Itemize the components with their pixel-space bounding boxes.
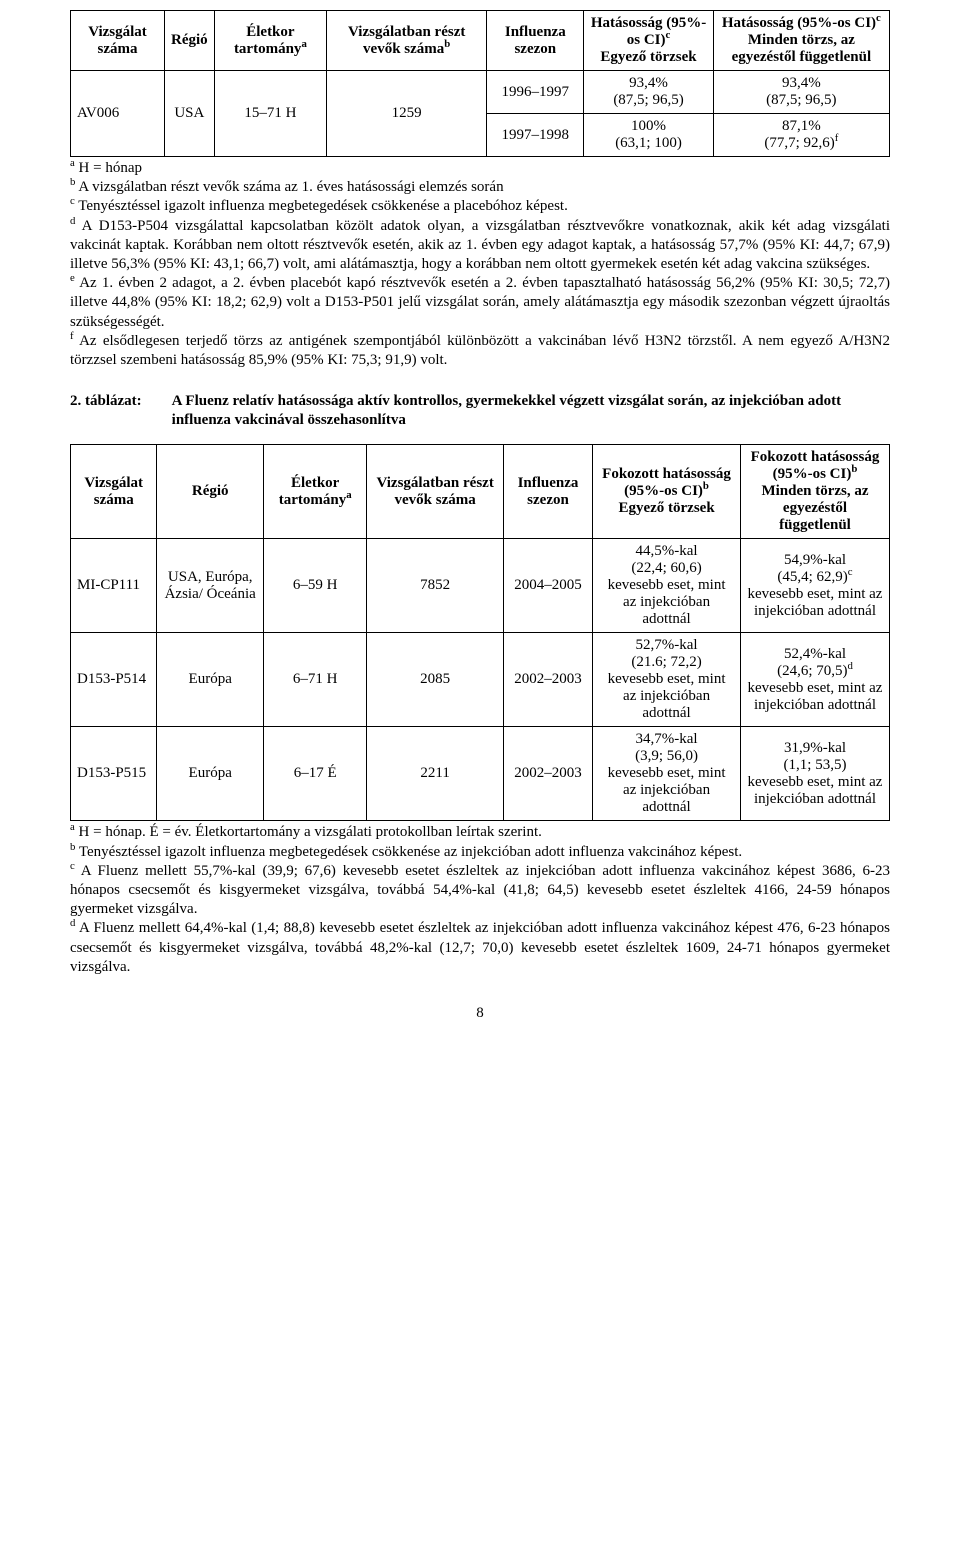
- t1-s1-match: 93,4% (87,5; 96,5): [584, 71, 713, 114]
- t2-region: USA, Európa, Ázsia/ Óceánia: [157, 539, 263, 633]
- t2-h-match: Fokozott hatásosság(95%-os CI)bEgyező tö…: [593, 445, 741, 539]
- t1-h-age: Életkor tartománya: [214, 11, 326, 71]
- t2-age: 6–59 H: [263, 539, 367, 633]
- t1-h-n: Vizsgálatban részt vevők számab: [327, 11, 487, 71]
- t2-h-all: Fokozott hatásosság(95%-os CI)bMinden tö…: [740, 445, 889, 539]
- table-2-row: D153-P515 Európa 6–17 É 2211 2002–2003 3…: [71, 727, 890, 821]
- t1-s2-match: 100% (63,1; 100): [584, 114, 713, 157]
- t2-region: Európa: [157, 633, 263, 727]
- t2-match: 44,5%-kal (22,4; 60,6) kevesebb eset, mi…: [593, 539, 741, 633]
- t1-id: AV006: [71, 71, 165, 157]
- t1-h-eff-match: Hatásosság (95%-os CI)cEgyező törzsek: [584, 11, 713, 71]
- table-2-footnotes: a H = hónap. É = év. Életkortartomány a …: [70, 823, 890, 977]
- t2-id: D153-P514: [71, 633, 157, 727]
- t2-region: Európa: [157, 727, 263, 821]
- page-container: Vizsgálat száma Régió Életkor tartománya…: [0, 0, 960, 1052]
- table-1: Vizsgálat száma Régió Életkor tartománya…: [70, 10, 890, 157]
- t1-region: USA: [165, 71, 215, 157]
- t1-h-eff-all: Hatásosság (95%-os CI)cMinden törzs, az …: [713, 11, 889, 71]
- t2-h-study: Vizsgálat száma: [71, 445, 157, 539]
- table-1-header-row: Vizsgálat száma Régió Életkor tartománya…: [71, 11, 890, 71]
- t2-id: MI-CP111: [71, 539, 157, 633]
- t1-s2: 1997–1998: [487, 114, 584, 157]
- t2-h-season: Influenza szezon: [503, 445, 592, 539]
- t2-season: 2002–2003: [503, 727, 592, 821]
- t2-h-n: Vizsgálatban részt vevők száma: [367, 445, 503, 539]
- t2-age: 6–71 H: [263, 633, 367, 727]
- t2-h-region: Régió: [157, 445, 263, 539]
- table-2-row: D153-P514 Európa 6–71 H 2085 2002–2003 5…: [71, 633, 890, 727]
- t2-h-age: Életkor tartománya: [263, 445, 367, 539]
- t2-n: 7852: [367, 539, 503, 633]
- t2-match: 34,7%-kal (3,9; 56,0) kevesebb eset, min…: [593, 727, 741, 821]
- t2-age: 6–17 É: [263, 727, 367, 821]
- table-1-row-a: AV006 USA 15–71 H 1259 1996–1997 93,4% (…: [71, 71, 890, 114]
- table-1-footnotes: a H = hónap b A vizsgálatban részt vevők…: [70, 159, 890, 370]
- table-2-title-text: A Fluenz relatív hatásossága aktív kontr…: [172, 392, 890, 430]
- t1-h-season: Influenza szezon: [487, 11, 584, 71]
- table-2-row: MI-CP111 USA, Európa, Ázsia/ Óceánia 6–5…: [71, 539, 890, 633]
- table-2-header-row: Vizsgálat száma Régió Életkor tartománya…: [71, 445, 890, 539]
- t1-s1: 1996–1997: [487, 71, 584, 114]
- table-2-title-num: 2. táblázat:: [70, 392, 142, 430]
- t1-h-region: Régió: [165, 11, 215, 71]
- t1-n: 1259: [327, 71, 487, 157]
- t2-match: 52,7%-kal (21.6; 72,2) kevesebb eset, mi…: [593, 633, 741, 727]
- t1-s1-all: 93,4% (87,5; 96,5): [713, 71, 889, 114]
- table-2-title: 2. táblázat: A Fluenz relatív hatásosság…: [70, 392, 890, 430]
- table-2: Vizsgálat száma Régió Életkor tartománya…: [70, 444, 890, 821]
- t2-all: 54,9%-kal(45,4; 62,9)ckevesebb eset, min…: [740, 539, 889, 633]
- t2-all: 31,9%-kal(1,1; 53,5)kevesebb eset, mint …: [740, 727, 889, 821]
- t2-n: 2085: [367, 633, 503, 727]
- t2-season: 2002–2003: [503, 633, 592, 727]
- t2-season: 2004–2005: [503, 539, 592, 633]
- t2-all: 52,4%-kal(24,6; 70,5)dkevesebb eset, min…: [740, 633, 889, 727]
- t2-id: D153-P515: [71, 727, 157, 821]
- t1-h-study: Vizsgálat száma: [71, 11, 165, 71]
- t1-s2-all: 87,1%(77,7; 92,6)f: [713, 114, 889, 157]
- t1-age: 15–71 H: [214, 71, 326, 157]
- t2-n: 2211: [367, 727, 503, 821]
- page-number: 8: [70, 1005, 890, 1022]
